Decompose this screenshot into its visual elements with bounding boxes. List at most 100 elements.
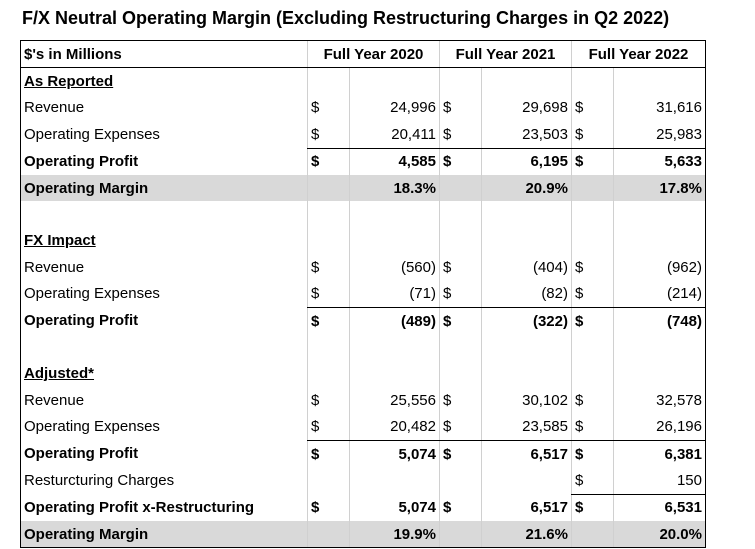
value-cell: 5,074: [349, 440, 440, 468]
value-cell: 20,411: [349, 121, 440, 149]
spacer-row: [20, 334, 706, 361]
currency-symbol: [439, 360, 482, 388]
value-cell: 5,633: [613, 148, 706, 175]
currency-symbol: $: [439, 254, 482, 281]
currency-symbol: $: [439, 148, 482, 175]
page-title: F/X Neutral Operating Margin (Excluding …: [22, 8, 670, 28]
value-cell: 17.8%: [613, 174, 706, 202]
currency-symbol: [439, 467, 482, 495]
currency-symbol: [571, 521, 614, 549]
row-label: Operating Profit: [20, 307, 308, 335]
value-cell: [349, 360, 440, 388]
row-label: Revenue: [20, 94, 308, 122]
currency-symbol: $: [439, 280, 482, 308]
row-label: Operating Margin: [20, 174, 308, 202]
currency-symbol: [439, 67, 482, 95]
currency-symbol: [571, 334, 614, 361]
currency-symbol: $: [571, 494, 614, 522]
value-cell: [349, 467, 440, 495]
currency-symbol: $: [571, 148, 614, 175]
value-cell: (71): [349, 280, 440, 308]
value-cell: [613, 201, 706, 228]
row-label: Revenue: [20, 254, 308, 281]
currency-symbol: [571, 227, 614, 255]
currency-symbol: $: [307, 494, 350, 522]
value-cell: (962): [613, 254, 706, 281]
currency-symbol: $: [307, 280, 350, 308]
header-label: $'s in Millions: [20, 39, 308, 69]
value-cell: [349, 201, 440, 228]
table-row: Revenue $ (560) $ (404) $ (962): [20, 254, 706, 281]
value-cell: (214): [613, 280, 706, 308]
row-label: Operating Expenses: [20, 413, 308, 441]
value-cell: 21.6%: [481, 521, 572, 549]
table-row: Operating Profit x-Restructuring $5,074 $6…: [20, 494, 706, 522]
table-row: Revenue $25,556 $30,102 $32,578: [20, 387, 706, 414]
value-cell: [613, 360, 706, 388]
header-year-2022: Full Year 2022: [571, 39, 706, 69]
financial-table: $'s in Millions Full Year 2020 Full Year…: [20, 39, 706, 549]
value-cell: 6,381: [613, 440, 706, 468]
value-cell: 31,616: [613, 94, 706, 122]
value-cell: (82): [481, 280, 572, 308]
currency-symbol: [571, 67, 614, 95]
currency-symbol: $: [571, 387, 614, 414]
table-row: Operating Profit $4,585 $6,195 $5,633: [20, 148, 706, 175]
section-title: Adjusted*: [20, 360, 308, 388]
currency-symbol: $: [439, 94, 482, 122]
value-cell: 23,585: [481, 413, 572, 441]
table-row: Revenue $24,996 $29,698 $31,616: [20, 94, 706, 122]
currency-symbol: [307, 201, 350, 228]
table-row: Operating Margin 18.3% 20.9% 17.8%: [20, 174, 706, 202]
currency-symbol: [571, 360, 614, 388]
value-cell: (748): [613, 307, 706, 335]
value-cell: [349, 227, 440, 255]
table-row: Operating Expenses $20,411 $23,503 $25,983: [20, 121, 706, 149]
section-title: FX Impact: [20, 227, 308, 255]
currency-symbol: $: [571, 254, 614, 281]
row-label: [20, 334, 308, 361]
currency-symbol: $: [307, 413, 350, 441]
row-label: Operating Margin: [20, 521, 308, 549]
row-label: Operating Profit: [20, 440, 308, 468]
currency-symbol: [307, 174, 350, 202]
value-cell: [613, 227, 706, 255]
row-label: Operating Profit: [20, 148, 308, 175]
value-cell: [349, 334, 440, 361]
value-cell: 30,102: [481, 387, 572, 414]
currency-symbol: [307, 334, 350, 361]
currency-symbol: [439, 227, 482, 255]
row-label: Resturcturing Charges: [20, 467, 308, 495]
currency-symbol: $: [571, 121, 614, 149]
currency-symbol: $: [439, 440, 482, 468]
currency-symbol: $: [571, 280, 614, 308]
value-cell: 20,482: [349, 413, 440, 441]
value-cell: 18.3%: [349, 174, 440, 202]
currency-symbol: [439, 174, 482, 202]
row-label: Revenue: [20, 387, 308, 414]
table-row: Operating Expenses $ (71) $ (82) $ (214): [20, 280, 706, 308]
currency-symbol: [439, 334, 482, 361]
value-cell: 20.9%: [481, 174, 572, 202]
table-row: Operating Profit $5,074 $6,517 $6,381: [20, 440, 706, 468]
section-header-row: FX Impact: [20, 227, 706, 255]
currency-symbol: $: [571, 413, 614, 441]
currency-symbol: [307, 227, 350, 255]
row-label: Operating Profit x-Restructuring: [20, 494, 308, 522]
currency-symbol: $: [571, 440, 614, 468]
header-year-2021: Full Year 2021: [439, 39, 572, 69]
value-cell: (404): [481, 254, 572, 281]
currency-symbol: [571, 174, 614, 202]
value-cell: (322): [481, 307, 572, 335]
row-label: [20, 201, 308, 228]
currency-symbol: $: [307, 387, 350, 414]
currency-symbol: $: [307, 254, 350, 281]
value-cell: [481, 360, 572, 388]
currency-symbol: $: [439, 387, 482, 414]
section-title: As Reported: [20, 67, 308, 95]
value-cell: 20.0%: [613, 521, 706, 549]
table-row: Operating Profit $ (489) $ (322) $ (748): [20, 307, 706, 335]
value-cell: [481, 227, 572, 255]
value-cell: 29,698: [481, 94, 572, 122]
table-header-row: $'s in Millions Full Year 2020 Full Year…: [20, 39, 706, 69]
